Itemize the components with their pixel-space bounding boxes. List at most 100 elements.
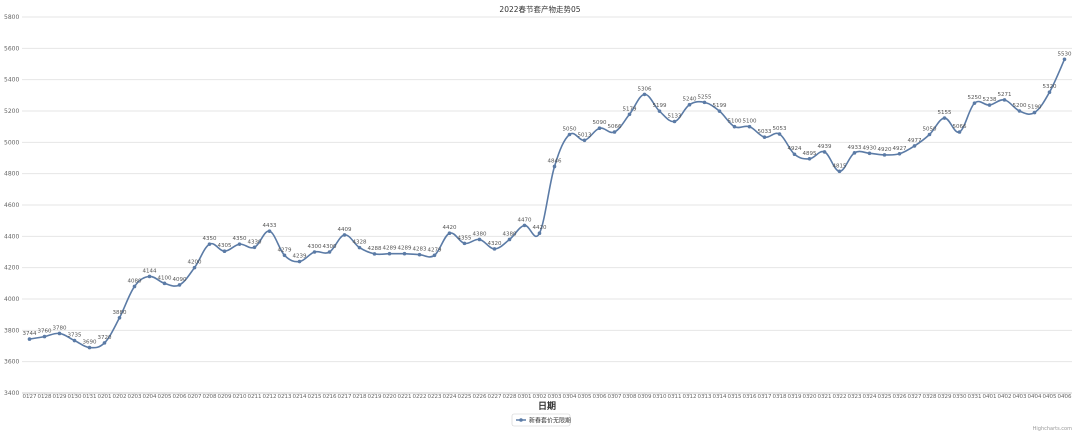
data-point[interactable] (207, 242, 212, 246)
data-point[interactable] (417, 252, 422, 257)
data-point[interactable] (42, 334, 47, 339)
data-point[interactable] (1047, 90, 1052, 94)
y-tick-label: 3800 (4, 327, 19, 334)
data-point[interactable] (672, 119, 677, 124)
data-point[interactable] (297, 259, 302, 264)
data-label: 5199 (713, 103, 727, 109)
data-point[interactable] (177, 283, 182, 287)
data-point[interactable] (57, 331, 62, 336)
legend[interactable]: 新春套价无限期 (511, 413, 571, 427)
data-label: 4380 (473, 231, 487, 237)
data-point[interactable] (792, 152, 797, 157)
data-point[interactable] (702, 100, 707, 105)
data-point[interactable] (267, 229, 272, 233)
data-point[interactable] (912, 144, 917, 148)
data-point[interactable] (732, 124, 737, 129)
data-point[interactable] (1017, 109, 1022, 113)
data-point[interactable] (252, 245, 257, 250)
data-point[interactable] (312, 250, 317, 254)
data-point[interactable] (567, 132, 572, 137)
data-point[interactable] (447, 231, 452, 235)
data-point[interactable] (627, 112, 632, 117)
data-point[interactable] (972, 101, 977, 105)
series-line (29, 58, 1066, 349)
x-tick-label: 0329 (938, 394, 952, 400)
credit-text[interactable]: Highcharts.com (1033, 426, 1072, 432)
data-point[interactable] (777, 132, 782, 136)
data-point[interactable] (747, 124, 752, 129)
data-label: 5240 (683, 97, 697, 103)
data-label: 5053 (773, 126, 787, 132)
data-point[interactable] (372, 252, 377, 256)
data-label: 3780 (53, 325, 67, 331)
data-label: 5013 (578, 132, 592, 138)
data-label: 4305 (218, 243, 232, 249)
data-point[interactable] (987, 103, 992, 107)
data-point[interactable] (867, 151, 872, 156)
x-tick-label: 0217 (338, 394, 352, 400)
data-label: 4200 (188, 260, 202, 266)
data-point[interactable] (72, 338, 77, 343)
y-tick-label: 4600 (4, 202, 19, 209)
x-tick-label: 0326 (893, 394, 907, 400)
data-point[interactable] (822, 150, 827, 154)
data-point[interactable] (642, 92, 647, 97)
data-point[interactable] (552, 164, 557, 169)
x-axis-label: 日期 (538, 400, 556, 412)
x-tick-label: 0222 (413, 394, 427, 400)
data-point[interactable] (192, 265, 197, 270)
data-point[interactable] (402, 251, 407, 256)
data-point[interactable] (762, 135, 767, 139)
data-label: 4350 (233, 236, 247, 242)
data-point[interactable] (222, 249, 227, 254)
x-tick-label: 0225 (458, 394, 472, 400)
data-label: 5179 (623, 106, 637, 112)
data-point[interactable] (357, 245, 362, 250)
data-point[interactable] (612, 130, 617, 134)
legend-marker-icon (519, 418, 523, 422)
data-label: 3744 (23, 331, 37, 337)
x-tick-label: 0202 (113, 394, 127, 400)
data-point[interactable] (807, 156, 812, 161)
data-point[interactable] (117, 316, 122, 320)
data-point[interactable] (237, 242, 242, 246)
data-point[interactable] (147, 274, 152, 279)
data-point[interactable] (492, 247, 497, 251)
x-tick-label: 0203 (128, 394, 142, 400)
data-point[interactable] (837, 169, 842, 174)
data-point[interactable] (657, 109, 662, 113)
data-point[interactable] (597, 126, 602, 131)
data-point[interactable] (102, 341, 107, 345)
data-label: 5100 (743, 119, 757, 125)
data-point[interactable] (27, 337, 32, 341)
data-point[interactable] (1032, 110, 1037, 115)
data-point[interactable] (162, 281, 167, 286)
data-label: 4328 (353, 240, 367, 246)
data-point[interactable] (687, 102, 692, 107)
data-point[interactable] (582, 138, 587, 143)
data-point[interactable] (522, 223, 527, 228)
data-point[interactable] (957, 130, 962, 134)
data-point[interactable] (432, 253, 437, 258)
x-tick-label: 0228 (503, 394, 517, 400)
data-point[interactable] (387, 251, 392, 256)
data-point[interactable] (1002, 98, 1007, 102)
data-point[interactable] (132, 284, 137, 289)
data-point[interactable] (477, 237, 482, 242)
data-point[interactable] (897, 151, 902, 156)
data-point[interactable] (327, 250, 332, 254)
data-point[interactable] (342, 233, 347, 237)
data-point[interactable] (507, 237, 512, 242)
data-point[interactable] (852, 151, 857, 155)
data-point[interactable] (1062, 57, 1067, 62)
data-point[interactable] (537, 231, 542, 235)
data-point[interactable] (927, 132, 932, 137)
data-point[interactable] (717, 109, 722, 113)
x-tick-label: 0221 (398, 394, 412, 400)
x-tick-label: 0406 (1058, 394, 1072, 400)
data-point[interactable] (282, 253, 287, 258)
data-point[interactable] (462, 241, 467, 246)
data-point[interactable] (882, 153, 887, 157)
data-point[interactable] (87, 345, 92, 350)
data-point[interactable] (942, 116, 947, 120)
